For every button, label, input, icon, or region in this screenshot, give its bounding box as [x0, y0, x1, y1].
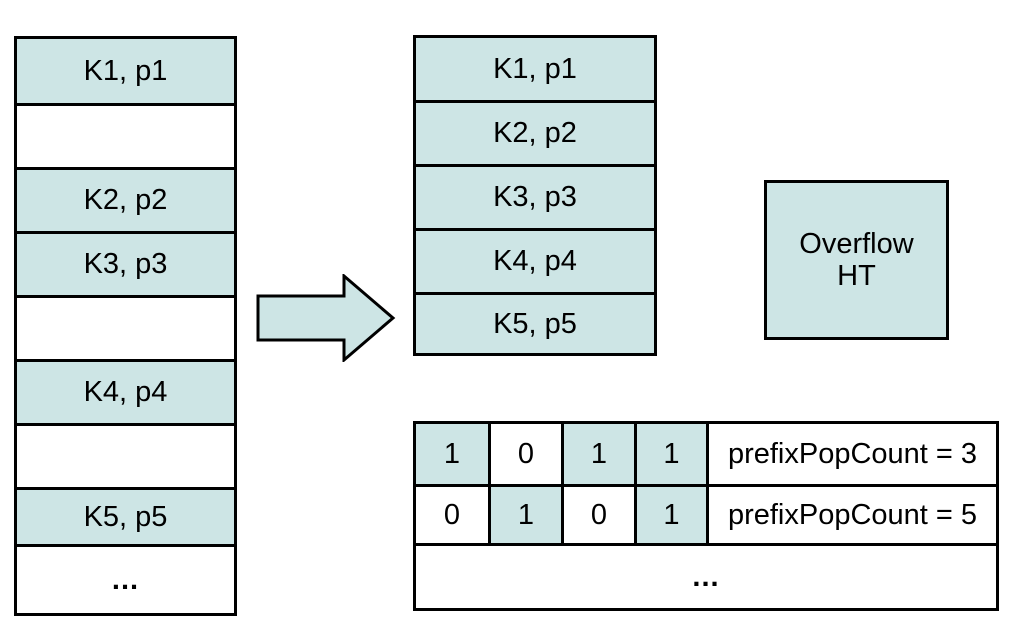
bitmap-r2-bit4: 1: [637, 487, 706, 543]
left-row-divider: [17, 295, 234, 298]
left-row-5: [17, 298, 234, 359]
bitmap-r1-bit2: 0: [491, 424, 561, 484]
overflow-label-line1: Overflow: [799, 227, 914, 260]
right-row-4: K4, p4: [416, 231, 654, 292]
bitmap-r2-popcount: prefixPopCount = 5: [709, 487, 996, 543]
bitmap-r1-bit3: 1: [564, 424, 634, 484]
right-arrow-icon: [256, 274, 396, 362]
right-row-divider: [416, 164, 654, 167]
bitmap-col-divider: [561, 424, 564, 546]
left-row-divider: [17, 487, 234, 490]
left-row-divider: [17, 423, 234, 426]
left-sparse-table: K1, p1 K2, p2 K3, p3 K4, p4 K5, p5 ...: [14, 36, 237, 616]
bitmap-col-divider: [706, 424, 709, 546]
overflow-label-line2: HT: [837, 260, 876, 292]
left-row-4: K3, p3: [17, 234, 234, 295]
right-row-divider: [416, 100, 654, 103]
left-row-3: K2, p2: [17, 170, 234, 231]
overflow-hash-table-box: Overflow HT: [764, 180, 949, 340]
right-row-3: K3, p3: [416, 167, 654, 228]
right-row-divider: [416, 292, 654, 295]
left-row-8: K5, p5: [17, 490, 234, 544]
bitmap-r2-bit3: 0: [564, 487, 634, 543]
bitmap-table: 1 0 1 1 prefixPopCount = 3 0 1 0 1 prefi…: [413, 421, 999, 611]
right-row-1: K1, p1: [416, 38, 654, 100]
right-row-divider: [416, 228, 654, 231]
bitmap-col-divider: [488, 424, 491, 546]
left-row-6: K4, p4: [17, 362, 234, 423]
left-row-divider: [17, 544, 234, 547]
left-row-1: K1, p1: [17, 39, 234, 103]
left-row-divider: [17, 167, 234, 170]
left-row-2: [17, 106, 234, 167]
bitmap-ellipsis-row: ...: [416, 546, 996, 608]
bitmap-r1-bit1: 1: [416, 424, 488, 484]
left-row-divider: [17, 231, 234, 234]
bitmap-r2-bit1: 0: [416, 487, 488, 543]
bitmap-r2-bit2: 1: [491, 487, 561, 543]
right-row-2: K2, p2: [416, 103, 654, 164]
left-row-ellipsis: ...: [17, 547, 234, 613]
right-compact-table: K1, p1 K2, p2 K3, p3 K4, p4 K5, p5: [413, 35, 657, 356]
left-row-divider: [17, 103, 234, 106]
right-row-5: K5, p5: [416, 295, 654, 353]
bitmap-r1-popcount: prefixPopCount = 3: [709, 424, 996, 484]
left-row-divider: [17, 359, 234, 362]
bitmap-col-divider: [634, 424, 637, 546]
bitmap-r1-bit4: 1: [637, 424, 706, 484]
left-row-7: [17, 426, 234, 487]
